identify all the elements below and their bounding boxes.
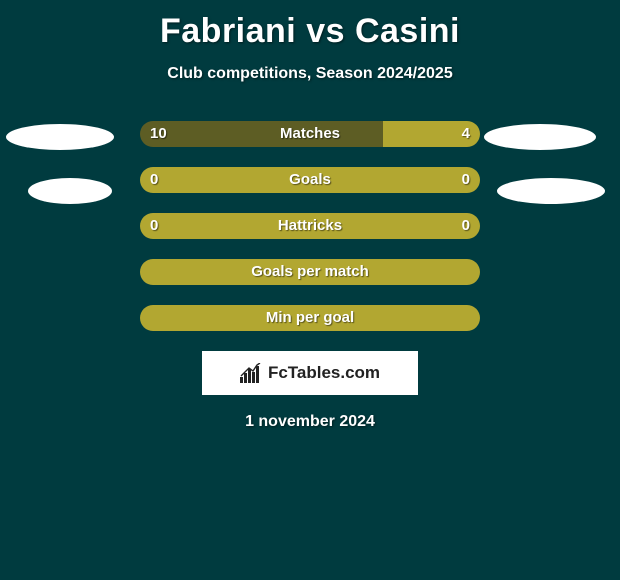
bar-track <box>140 305 480 331</box>
bar-track <box>140 167 480 193</box>
player-photo-placeholder <box>484 124 596 150</box>
fctables-logo: FcTables.com <box>202 351 418 395</box>
bar-left <box>140 305 310 331</box>
player-photo-placeholder <box>28 178 112 204</box>
player-photo-placeholder <box>6 124 114 150</box>
bar-right <box>310 305 480 331</box>
bar-right <box>310 259 480 285</box>
bar-track <box>140 213 480 239</box>
bar-right <box>383 121 480 147</box>
bar-left <box>140 121 383 147</box>
player-photo-placeholder <box>497 178 605 204</box>
stat-row: Goals per match <box>0 259 620 287</box>
subtitle: Club competitions, Season 2024/2025 <box>0 65 620 83</box>
bar-left <box>140 259 310 285</box>
stat-row: Hattricks00 <box>0 213 620 241</box>
bar-track <box>140 121 480 147</box>
stat-row: Min per goal <box>0 305 620 333</box>
bar-track <box>140 259 480 285</box>
date-text: 1 november 2024 <box>0 413 620 431</box>
bar-left <box>140 213 310 239</box>
bar-left <box>140 167 310 193</box>
bar-right <box>310 213 480 239</box>
stat-rows: Matches104Goals00Hattricks00Goals per ma… <box>0 121 620 333</box>
page-title: Fabriani vs Casini <box>0 0 620 51</box>
bars-icon <box>240 363 262 383</box>
bar-right <box>310 167 480 193</box>
logo-text: FcTables.com <box>268 363 380 383</box>
